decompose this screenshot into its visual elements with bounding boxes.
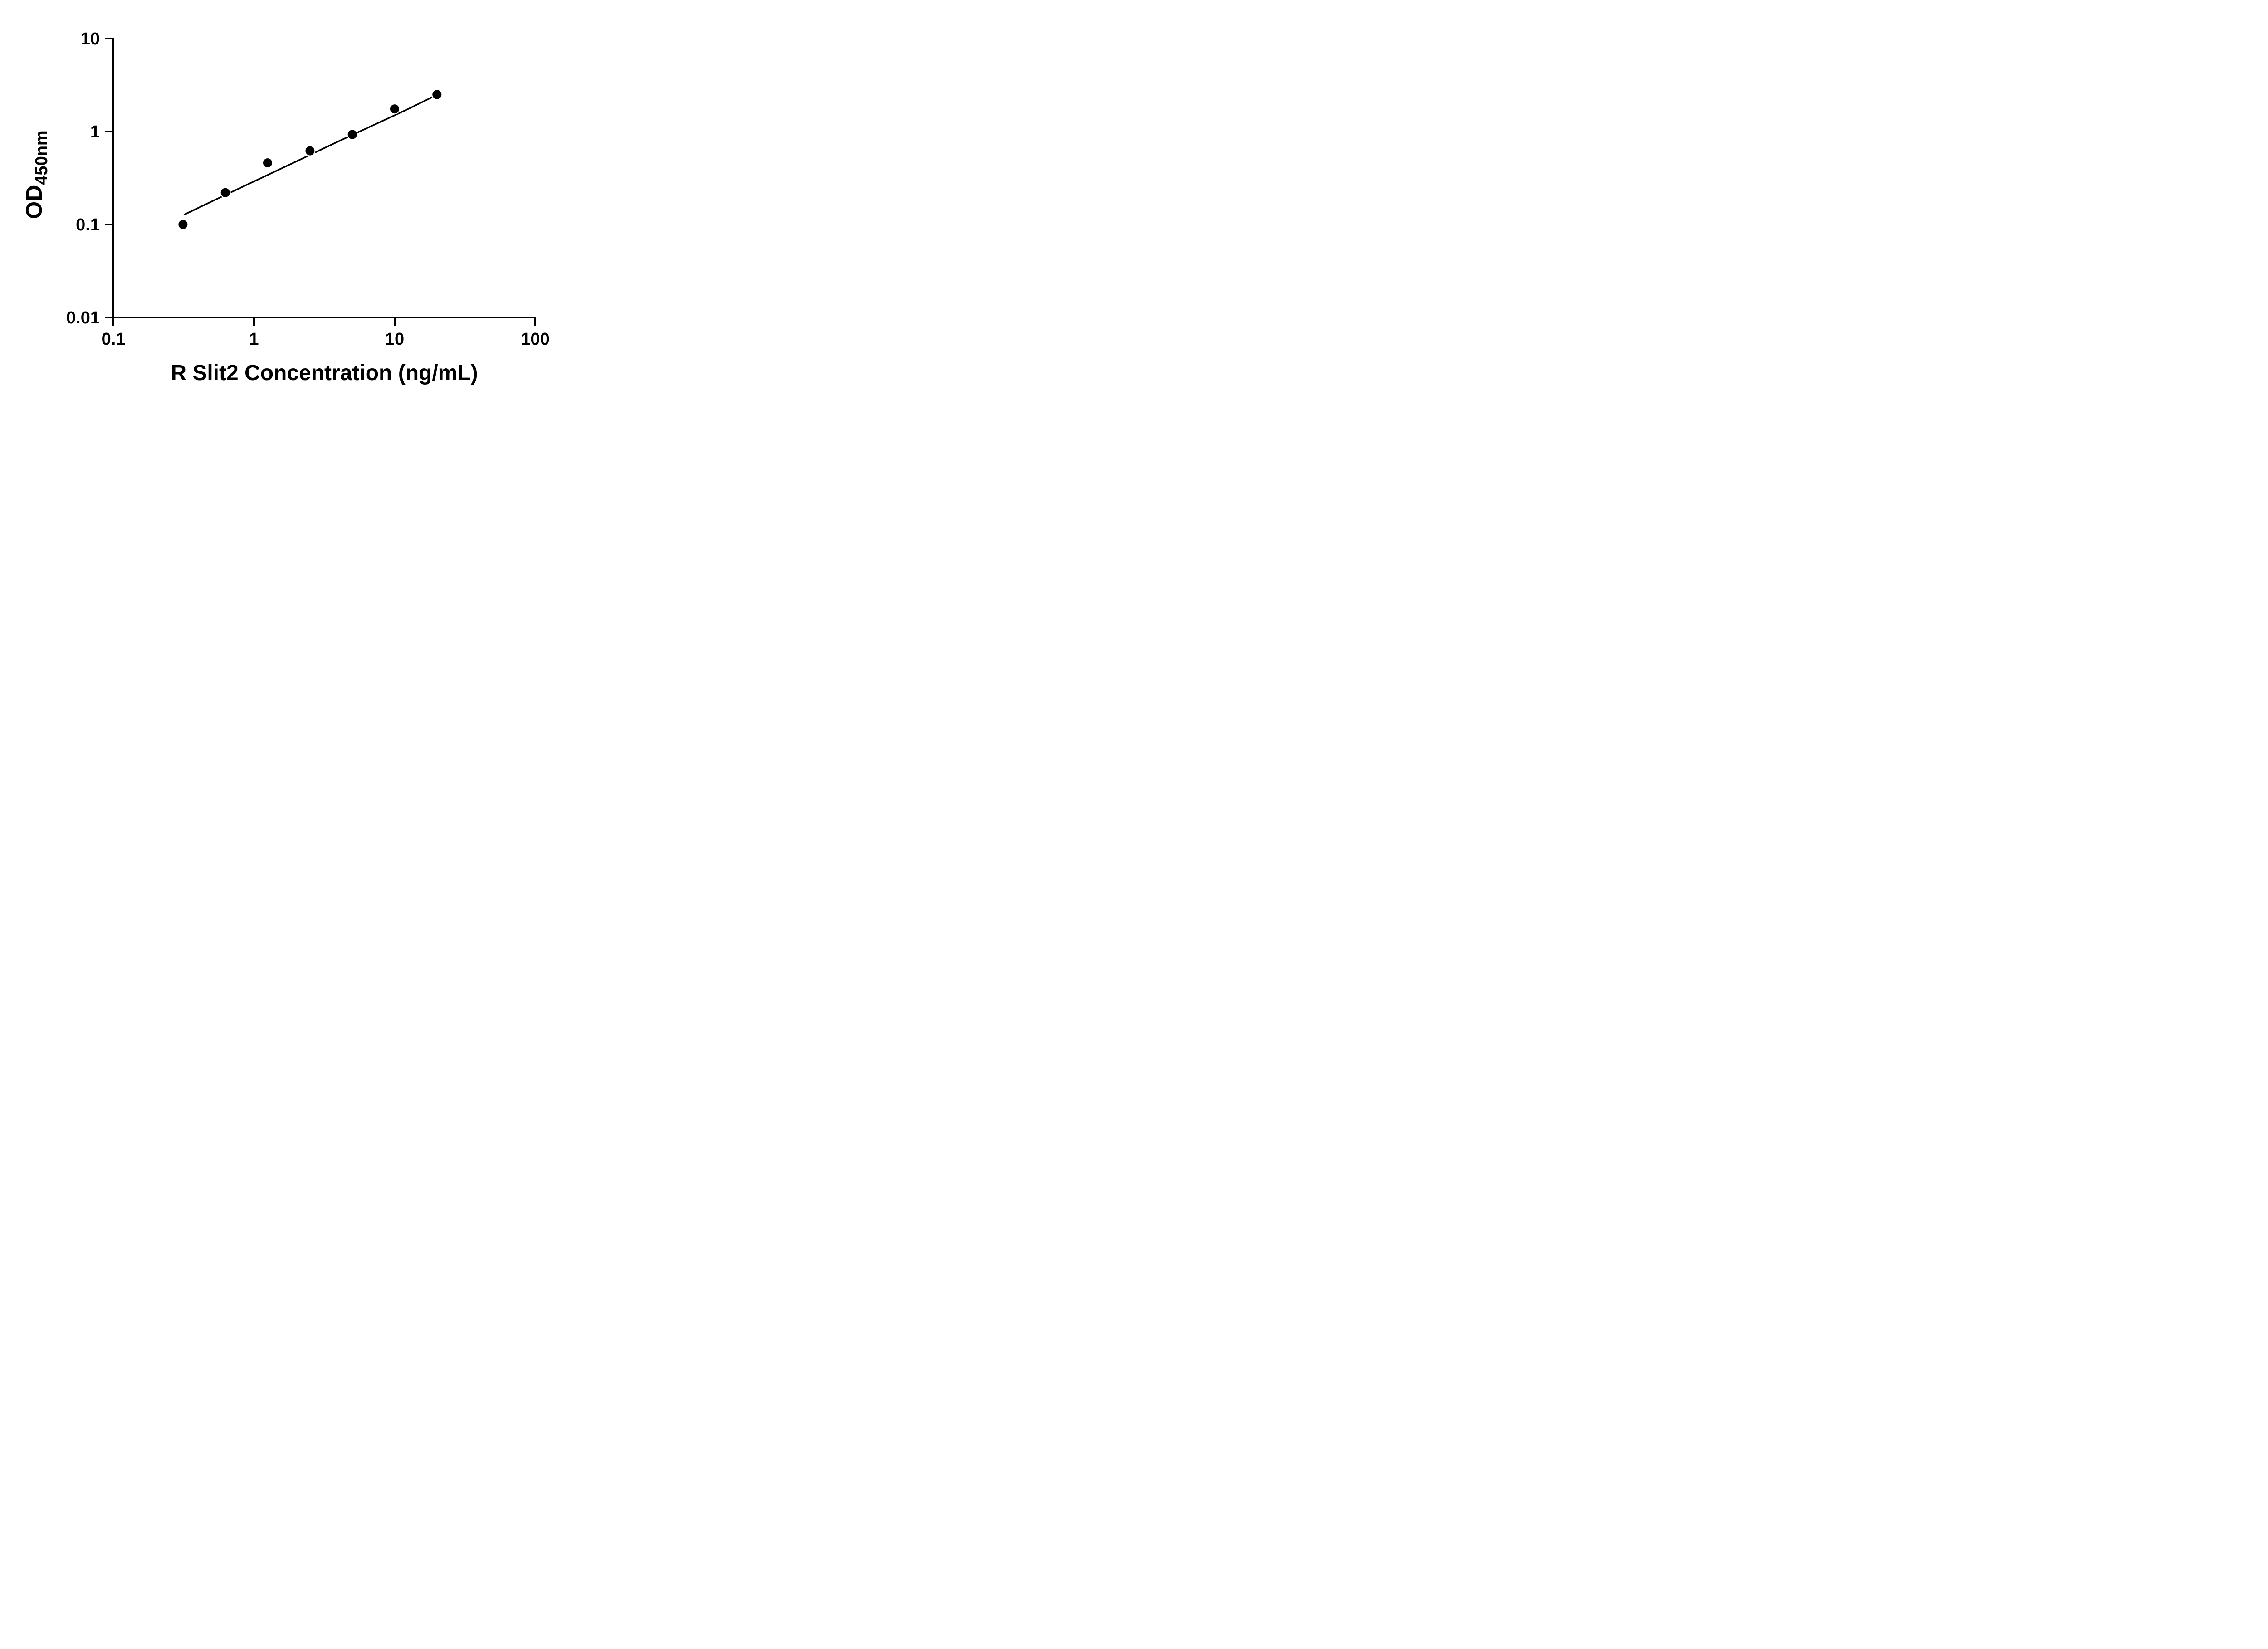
data-point [431,89,443,100]
y-axis-title: OD450nm [21,130,51,219]
standard-curve-chart: 0.1 1 10 100 0.01 0.1 1 10 R Slit2 Concentratio… [0,0,583,412]
x-tick-label: 100 [521,330,549,349]
data-point [389,103,400,115]
y-tick-label: 0.1 [76,215,100,234]
x-tick-label: 1 [249,330,259,349]
axes-frame [112,38,536,318]
data-point [304,145,316,156]
x-tick-label: 0.1 [102,330,126,349]
data-point [177,219,189,230]
data-point [262,157,273,169]
y-axis-title-main: OD [21,185,47,219]
y-tick-label: 1 [90,122,100,141]
data-point [347,129,358,140]
data-point [220,187,231,198]
y-tick-label: 0.01 [66,308,100,327]
y-tick-label: 10 [81,29,100,49]
x-axis-title: R Slit2 Concentration (ng/mL) [171,361,478,385]
x-tick-label: 10 [385,330,404,349]
y-axis-title-sub: 450nm [32,130,51,185]
